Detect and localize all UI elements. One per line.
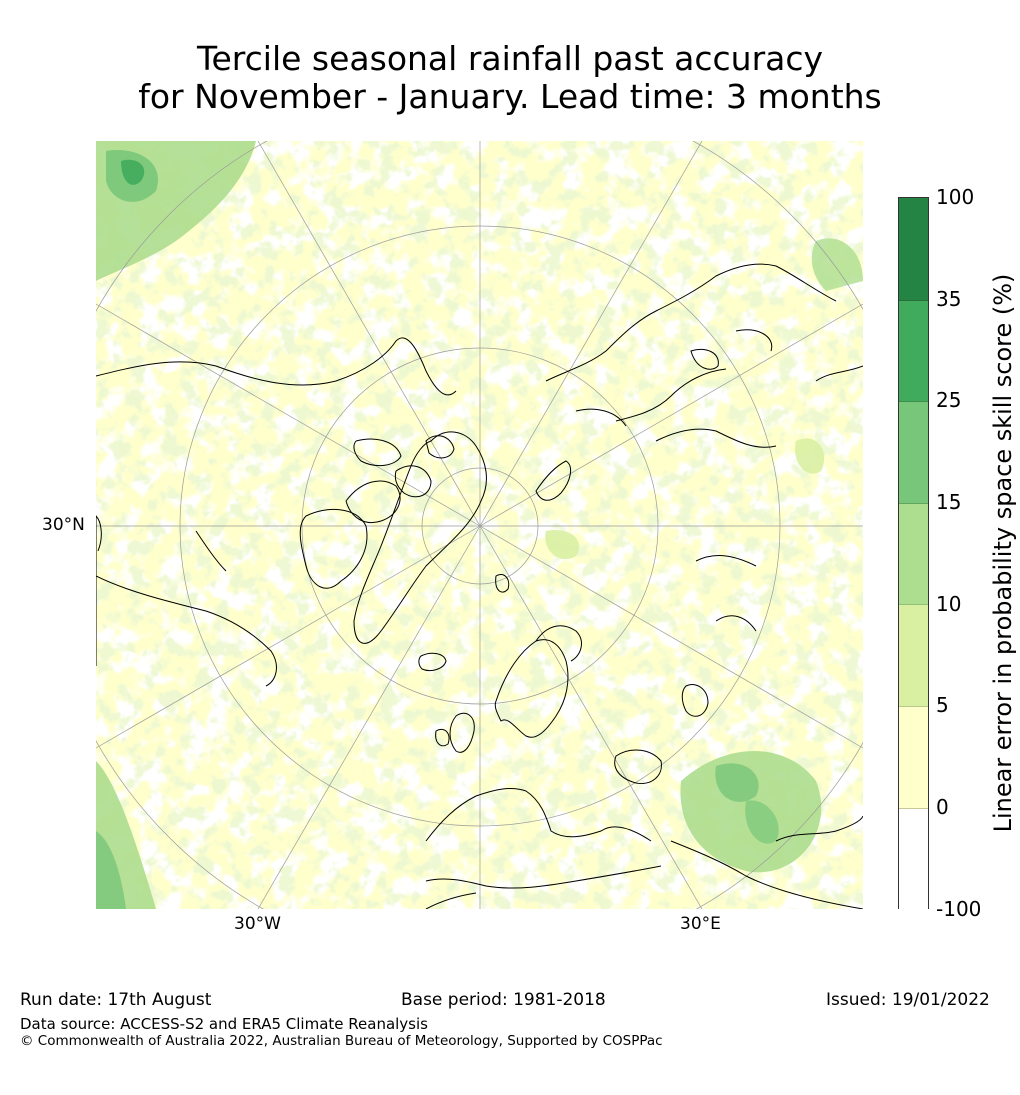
colorbar-bin-25-35 — [899, 300, 928, 402]
colorbar-tick: 100 — [936, 185, 975, 209]
lat-label-30n: 30°N — [42, 515, 85, 535]
colorbar-bin-0-5 — [899, 706, 928, 809]
colorbar-tick: 5 — [936, 693, 949, 717]
graticule — [96, 141, 863, 909]
title-line-1: Tercile seasonal rainfall past accuracy — [196, 39, 824, 78]
colorbar-bin-neg — [899, 808, 928, 909]
colorbar-tick: 10 — [936, 592, 962, 616]
colorbar-tick: 0 — [936, 795, 949, 819]
colorbar-tick: 35 — [936, 287, 962, 311]
colorbar-tick: -100 — [936, 897, 982, 921]
colorbar-bin-10-15 — [899, 503, 928, 605]
colorbar-tick: 15 — [936, 490, 962, 514]
colorbar-bin-5-10 — [899, 604, 928, 707]
issued-date: Issued: 19/01/2022 — [826, 990, 990, 1010]
copyright: © Commonwealth of Australia 2022, Austra… — [20, 1033, 663, 1049]
run-date: Run date: 17th August — [20, 990, 212, 1010]
chart-title: Tercile seasonal rainfall past accuracy … — [0, 40, 1020, 116]
polar-map — [96, 141, 863, 909]
lon-label-30e: 30°E — [680, 914, 721, 934]
colorbar-bin-15-25 — [899, 401, 928, 504]
data-source: Data source: ACCESS-S2 and ERA5 Climate … — [20, 1015, 428, 1033]
base-period: Base period: 1981-2018 — [401, 990, 606, 1010]
colorbar — [898, 197, 929, 909]
colorbar-tick: 25 — [936, 388, 962, 412]
map-svg — [96, 141, 863, 909]
coastlines — [96, 263, 863, 909]
title-line-2: for November - January. Lead time: 3 mon… — [138, 77, 882, 116]
colorbar-bin-35-100 — [899, 198, 928, 300]
lon-label-30w: 30°W — [234, 914, 281, 934]
colorbar-title: Linear error in probability space skill … — [989, 273, 1017, 833]
